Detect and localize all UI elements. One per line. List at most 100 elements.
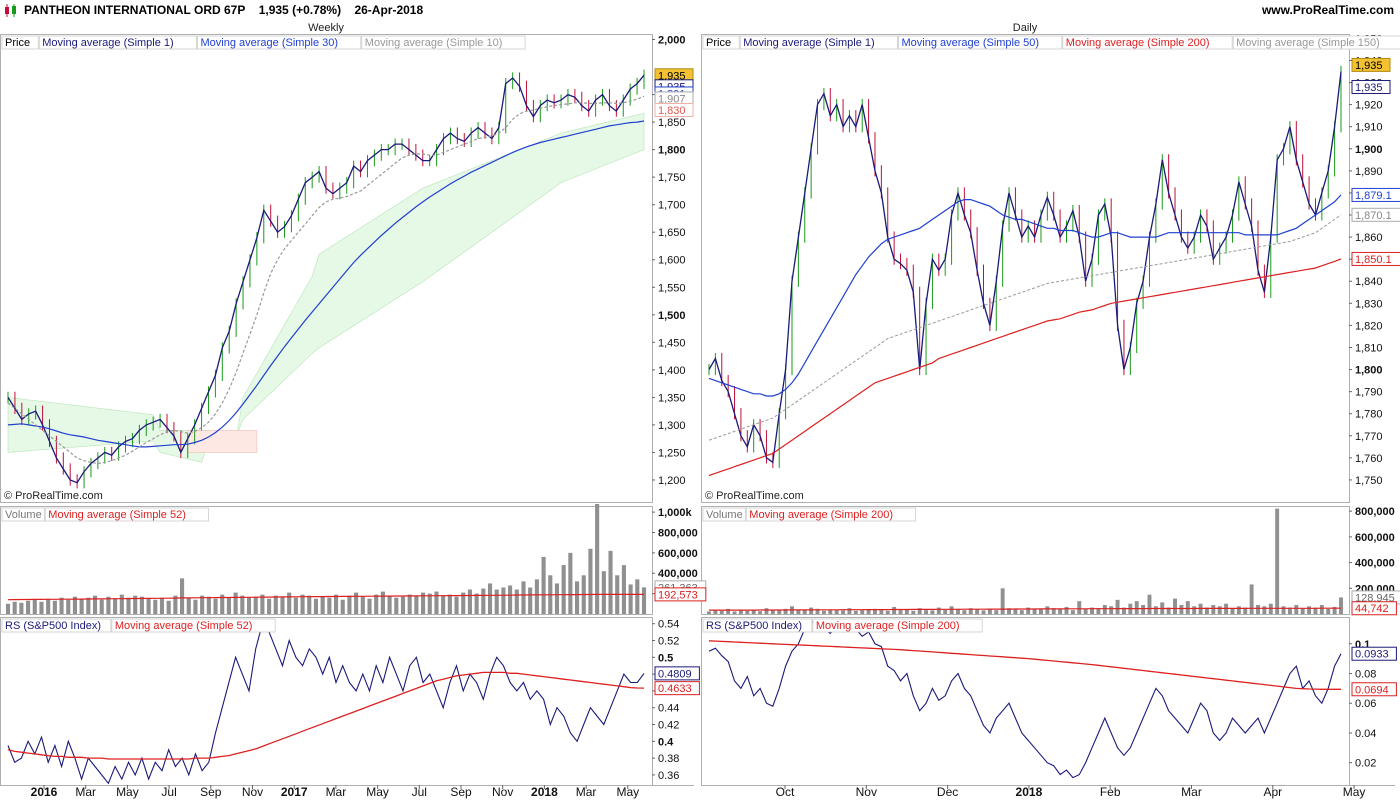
legend-item: Moving average (Simple 1) bbox=[42, 37, 173, 49]
daily-volume-bar bbox=[943, 609, 948, 614]
weekly-volume-bar bbox=[561, 565, 566, 614]
weekly-volume-bar bbox=[467, 589, 472, 614]
ytick-label: 0.44 bbox=[658, 703, 679, 715]
weekly-volume-bar bbox=[240, 595, 245, 614]
value-label-box bbox=[1351, 187, 1400, 202]
daily-volume-bar bbox=[1236, 606, 1241, 614]
daily-volume-bar bbox=[1077, 601, 1082, 614]
xtick-label: May bbox=[616, 785, 639, 799]
weekly-volume-bar bbox=[508, 585, 513, 614]
legend-item: Moving average (Simple 10) bbox=[365, 37, 503, 49]
weekly-volume-bar bbox=[628, 584, 633, 614]
weekly-volume-bar bbox=[574, 581, 580, 614]
daily-volume-bar bbox=[1262, 606, 1267, 614]
daily-volume-bar bbox=[853, 610, 858, 614]
legend-item-box bbox=[1, 507, 45, 522]
ytick-label: 0.54 bbox=[658, 619, 679, 631]
weekly-volume-bar bbox=[427, 593, 432, 614]
legend-item-box bbox=[702, 35, 740, 50]
legend-item: RS (S&P500 Index) bbox=[706, 620, 802, 632]
weekly-volume-bar bbox=[180, 578, 185, 614]
xtick-label: Mar bbox=[1181, 785, 1202, 799]
value-label: 1,830 bbox=[658, 105, 686, 117]
daily-volume-bar bbox=[1153, 606, 1158, 614]
daily-volume-bar bbox=[968, 608, 973, 614]
candlestick-logo-icon bbox=[5, 4, 16, 17]
weekly-volume-bar bbox=[541, 556, 546, 614]
value-label: 0.4809 bbox=[658, 668, 692, 680]
price-change: 1,935 (+0.78%) bbox=[258, 3, 342, 17]
daily-volume-bar bbox=[841, 610, 846, 614]
daily-volume-bar bbox=[1243, 607, 1248, 614]
daily-volume-bar bbox=[1300, 608, 1305, 614]
weekly-volume-bar bbox=[246, 597, 252, 614]
daily-volume-bar bbox=[1064, 606, 1069, 614]
weekly-volume-bar bbox=[79, 598, 84, 614]
daily-volume-bar bbox=[1141, 605, 1146, 614]
value-label: 1,935 bbox=[658, 70, 686, 82]
value-label: 0.0694 bbox=[1355, 684, 1389, 696]
weekly-chart-title: Weekly bbox=[308, 22, 344, 34]
ytick-label: 1,800 bbox=[658, 145, 686, 157]
weekly-volume-bar bbox=[19, 602, 24, 614]
daily-volume-bar bbox=[713, 610, 718, 614]
daily-volume-bar bbox=[1166, 607, 1171, 614]
weekly-volume-bar bbox=[213, 598, 218, 614]
xtick-label: Nov bbox=[242, 785, 263, 799]
weekly-volume-bar bbox=[454, 596, 459, 614]
ytick-label: 0.4 bbox=[658, 736, 674, 748]
daily-volume-bar bbox=[726, 608, 731, 614]
weekly-volume-bar bbox=[287, 592, 292, 614]
daily-volume-bar bbox=[745, 610, 750, 614]
ytick-label: 1,350 bbox=[658, 392, 686, 404]
ytick-label: 1,890 bbox=[1355, 166, 1383, 178]
daily-volume-bar bbox=[1287, 607, 1292, 614]
legend-item-box bbox=[702, 507, 746, 522]
ytick-label: 0.02 bbox=[1355, 758, 1376, 770]
daily-volume-bar bbox=[1249, 584, 1254, 614]
copyright-label: © ProRealTime.com bbox=[705, 490, 804, 502]
daily-volume-bar bbox=[1090, 607, 1094, 614]
value-label-box bbox=[1351, 646, 1397, 661]
value-label: 192,573 bbox=[658, 589, 698, 601]
value-label: 1,907 bbox=[658, 93, 686, 105]
daily-volume-bar bbox=[981, 610, 986, 614]
weekly-volume-bar bbox=[621, 565, 626, 614]
value-label-box bbox=[1351, 79, 1391, 94]
website-link[interactable]: www.ProRealTime.com bbox=[1261, 3, 1394, 17]
weekly-volume-bar bbox=[293, 597, 298, 614]
legend-item-box bbox=[197, 35, 362, 50]
daily-volume-bar bbox=[1211, 605, 1216, 614]
ytick-label: 1,700 bbox=[658, 200, 686, 212]
ytick-label: 1,780 bbox=[1355, 409, 1383, 421]
weekly-volume-bar bbox=[300, 594, 305, 614]
ytick-label: 1,200 bbox=[658, 475, 686, 487]
daily-volume-bar bbox=[732, 611, 737, 614]
legend-item-box bbox=[38, 35, 197, 50]
ytick-label: 1,920 bbox=[1355, 100, 1383, 112]
weekly-volume-bar bbox=[474, 593, 479, 614]
daily-volume-bar bbox=[1332, 606, 1337, 614]
daily-volume-bar bbox=[758, 611, 763, 614]
daily-volume-bar bbox=[994, 610, 999, 614]
legend-item: Moving average (Simple 150) bbox=[1236, 37, 1380, 49]
weekly-volume-bar bbox=[421, 592, 426, 614]
copyright-label: © ProRealTime.com bbox=[4, 490, 103, 502]
daily-volume-bar bbox=[1083, 608, 1088, 614]
daily-rs-ma-line bbox=[708, 640, 1341, 690]
chart-canvas[interactable]: Weekly Daily 1,200 1,250 1,300 1,350 1,400 1,45… bbox=[0, 20, 1400, 800]
daily-volume-bar bbox=[987, 608, 992, 614]
ytick-label: 1,850 bbox=[658, 117, 686, 129]
xtick-label: May bbox=[1343, 785, 1366, 799]
daily-volume-bar bbox=[1045, 606, 1050, 614]
ytick-label: 1,770 bbox=[1355, 431, 1383, 443]
daily-volume-bar bbox=[1281, 606, 1286, 614]
weekly-volume-bar bbox=[59, 597, 64, 614]
legend-item-box bbox=[44, 507, 210, 522]
daily-volume-bar bbox=[796, 609, 801, 614]
weekly-volume-bar bbox=[66, 599, 71, 614]
daily-volume-bar bbox=[828, 609, 833, 614]
weekly-volume-bar bbox=[133, 595, 138, 614]
daily-volume-bar bbox=[764, 608, 769, 614]
daily-chart-title: Daily bbox=[1013, 22, 1038, 34]
